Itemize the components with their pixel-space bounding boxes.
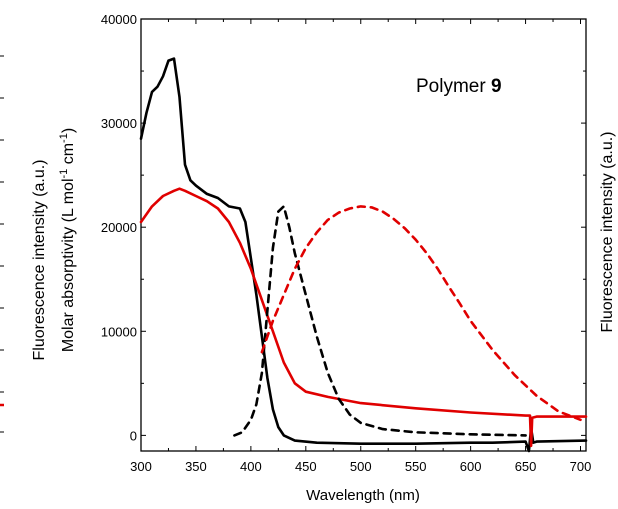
y-axis: 0 10000 20000 30000 40000 bbox=[101, 12, 586, 443]
polymer-annotation: Polymer 9 bbox=[416, 76, 502, 97]
plot-frame bbox=[140, 18, 587, 452]
left-clipped-ylabel: Fluorescence intensity (a.u.) bbox=[31, 160, 48, 361]
y-tick-label: 30000 bbox=[101, 116, 137, 131]
x-tick-label: 350 bbox=[185, 459, 207, 474]
x-axis-label: Wavelength (nm) bbox=[306, 487, 420, 504]
y-tick-label: 10000 bbox=[101, 324, 137, 339]
x-tick-label: 700 bbox=[570, 459, 592, 474]
y-tick-label: 40000 bbox=[101, 12, 137, 27]
y-tick-label: 20000 bbox=[101, 220, 137, 235]
x-tick-label: 600 bbox=[460, 459, 482, 474]
series-line-4 bbox=[260, 205, 582, 422]
x-tick-label: 500 bbox=[350, 459, 372, 474]
x-tick-label: 450 bbox=[295, 459, 317, 474]
x-tick-label: 400 bbox=[240, 459, 262, 474]
series-line-2 bbox=[139, 187, 588, 448]
right-y-axis-label: Fluorescence intensity (a.u.) bbox=[599, 132, 616, 333]
series-line-3 bbox=[233, 205, 527, 437]
y-tick-label: 0 bbox=[130, 428, 137, 443]
x-axis: 300 350 400 450 500 550 600 650 700 bbox=[130, 19, 591, 474]
series-line-1 bbox=[139, 57, 588, 453]
x-tick-label: 300 bbox=[130, 459, 152, 474]
y-axis-label: Molar absorptivity (L mol-1 cm-1) bbox=[58, 128, 77, 352]
x-tick-label: 550 bbox=[405, 459, 427, 474]
x-tick-label: 650 bbox=[515, 459, 537, 474]
left-edge-ticks bbox=[0, 55, 4, 433]
series-layer bbox=[139, 57, 588, 453]
